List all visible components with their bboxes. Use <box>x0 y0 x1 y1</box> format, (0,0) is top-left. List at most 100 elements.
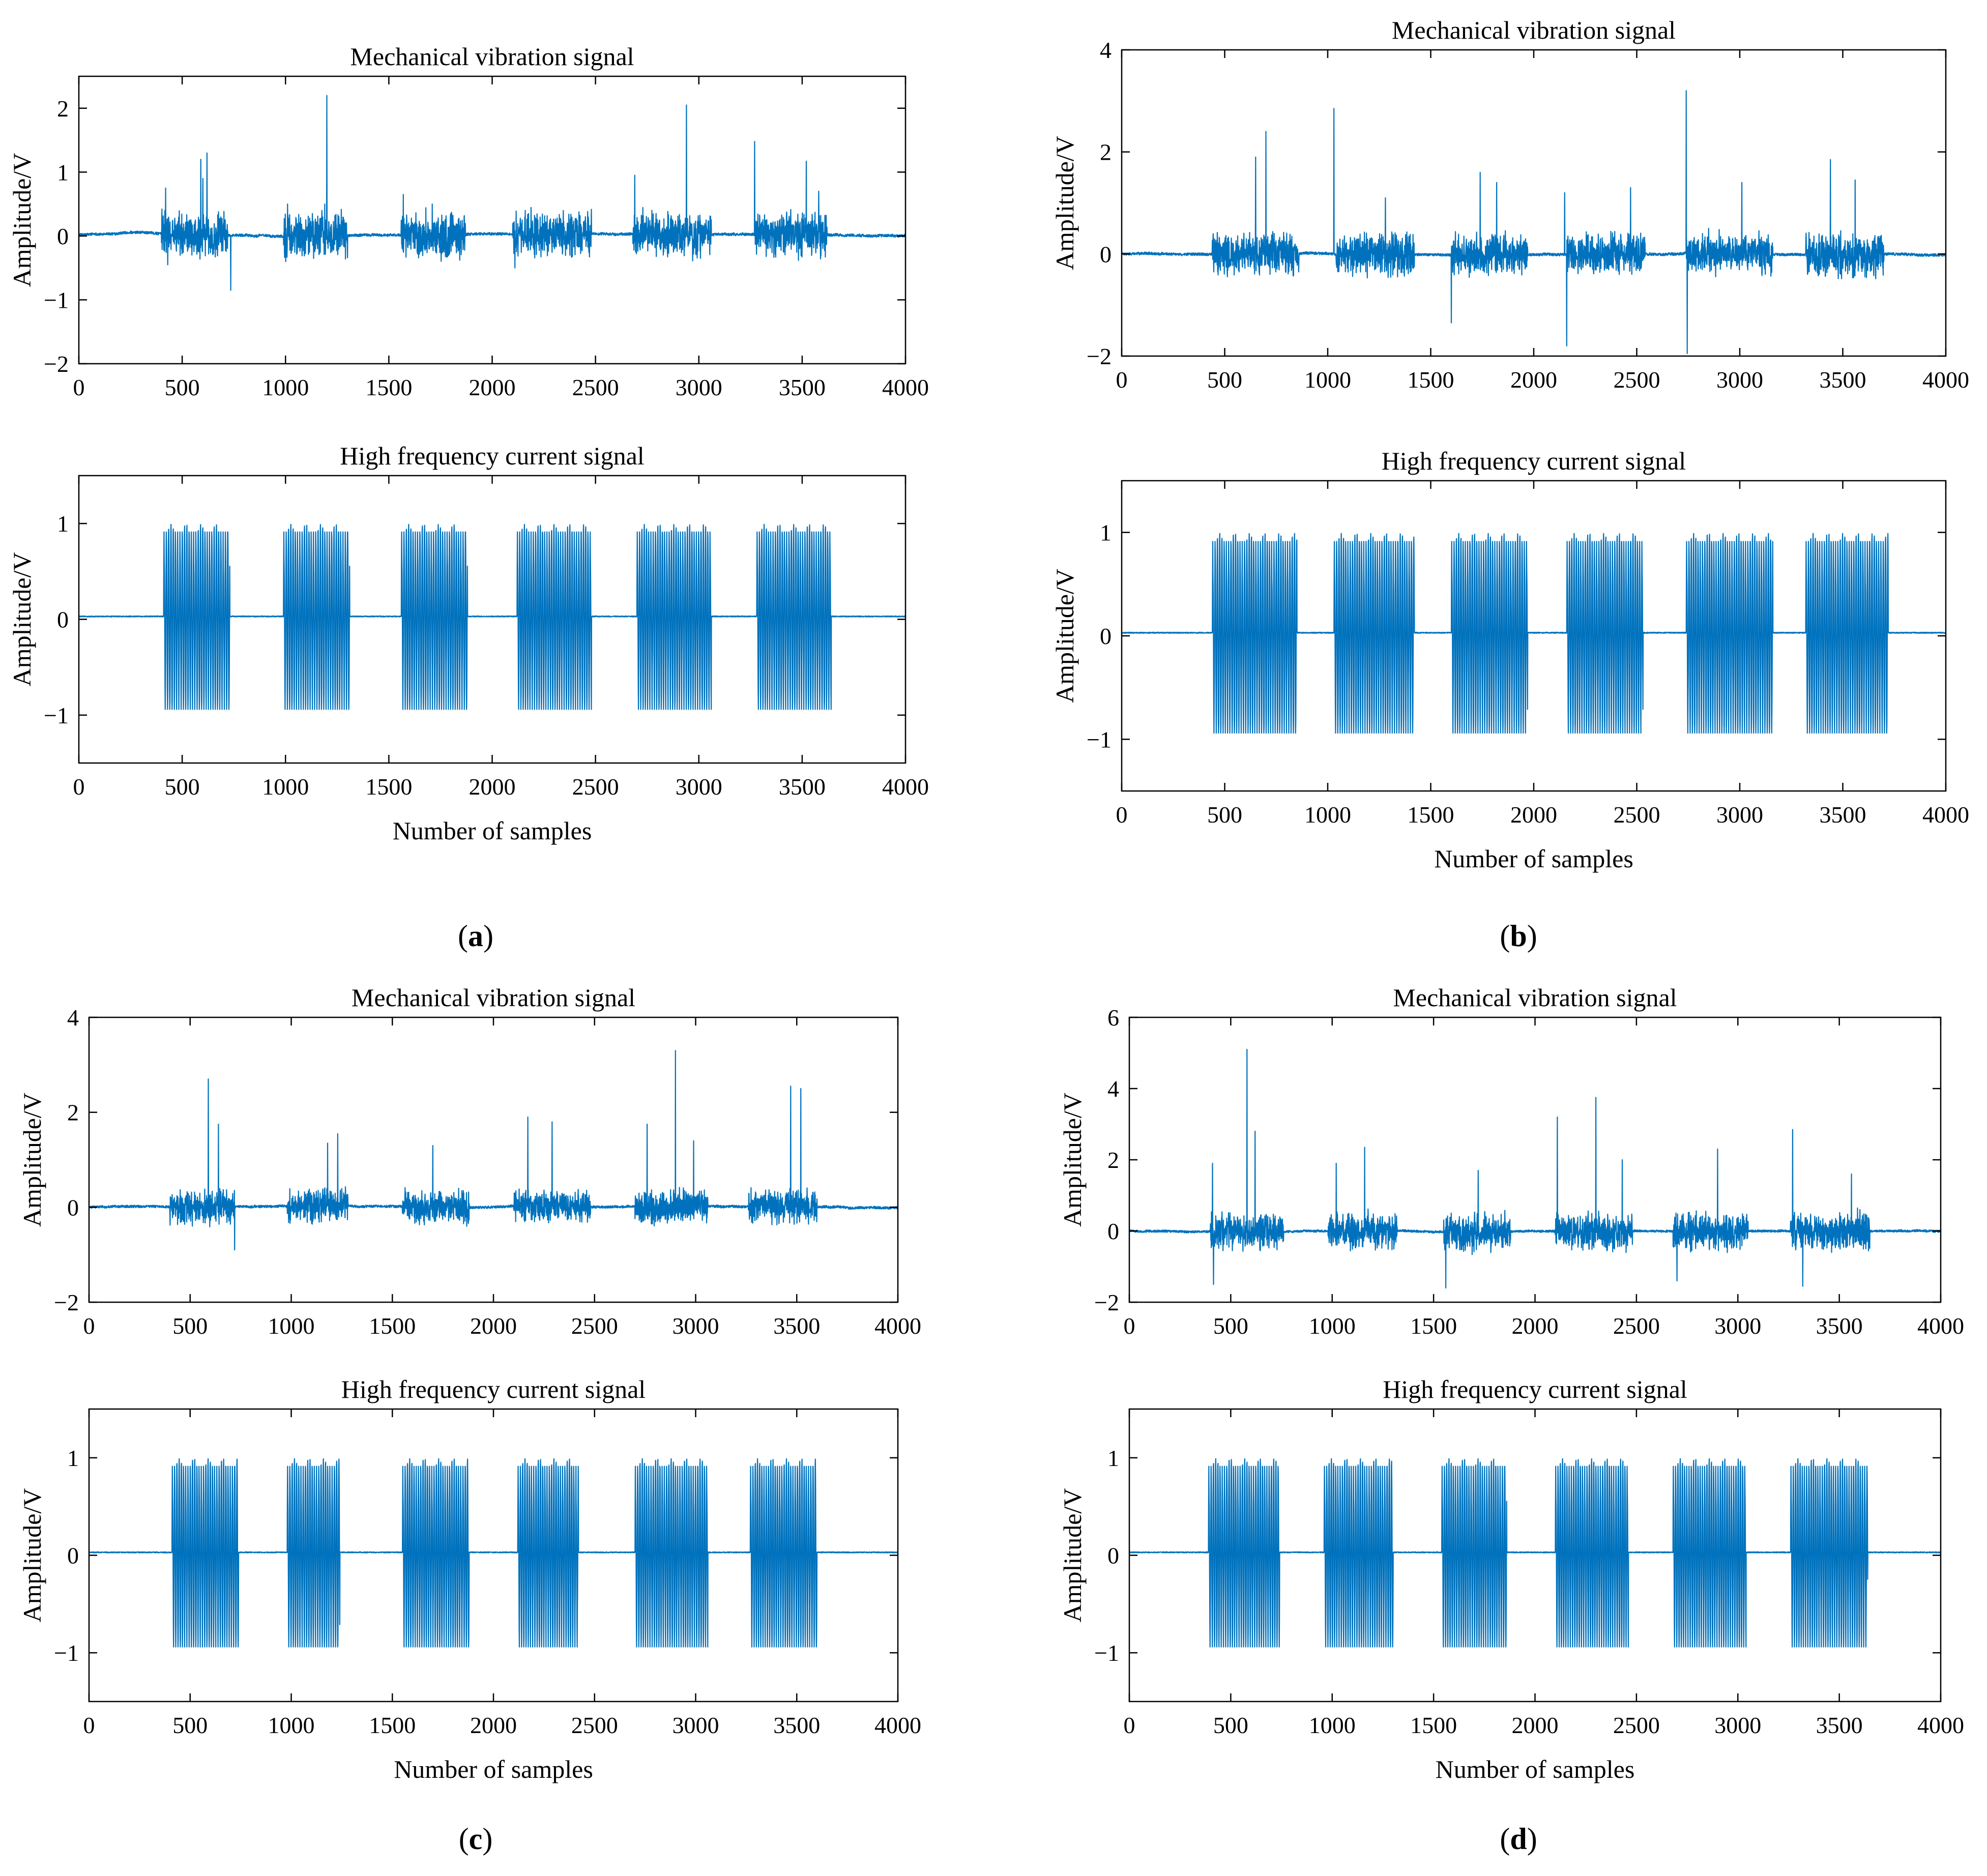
x-tick-label: 500 <box>172 1313 208 1339</box>
chart-a-vibration: 0 500 1000 1500 2000 2500 3000 3500 4000 −2 −1 0 1 2 M… <box>8 42 929 400</box>
chart-title: Mechanical vibration signal <box>1392 16 1676 44</box>
x-tick-label: 500 <box>1207 802 1242 828</box>
x-tick-label: 4000 <box>1922 367 1969 393</box>
x-tick-label: 2500 <box>572 374 619 400</box>
series-line <box>1128 1458 1941 1648</box>
x-tick-label: 1000 <box>262 774 309 800</box>
x-tick-label: 500 <box>172 1712 208 1738</box>
y-tick-label: 1 <box>1100 520 1112 546</box>
series-line <box>1121 90 1946 355</box>
x-tick-label: 3000 <box>676 374 722 400</box>
y-tick-label: 0 <box>1107 1543 1119 1569</box>
x-tick-label: 3000 <box>1716 802 1763 828</box>
x-tick-label: 3500 <box>1816 1712 1863 1738</box>
chart-b-current: 0 500 1000 1500 2000 2500 3000 3500 4000 −1 0 1 High… <box>1050 447 1969 873</box>
x-tick-label: 500 <box>1213 1712 1248 1738</box>
y-tick-label: −1 <box>44 702 69 728</box>
x-tick-label: 3500 <box>1820 367 1866 393</box>
y-tick-label: 1 <box>57 159 69 185</box>
x-tick-label: 3000 <box>673 1313 719 1339</box>
x-tick-label: 2000 <box>470 1313 517 1339</box>
series-line <box>78 523 906 710</box>
y-tick-label: 1 <box>57 511 69 537</box>
y-axis-label: Amplitude/V <box>1050 136 1079 270</box>
y-tick-label: 6 <box>1107 1005 1119 1031</box>
y-tick-label: −2 <box>1094 1289 1119 1315</box>
x-tick-label: 1500 <box>1408 802 1454 828</box>
x-tick-label: 1500 <box>1410 1712 1457 1738</box>
y-tick-label: 4 <box>1107 1076 1119 1102</box>
y-tick-label: −1 <box>44 287 69 313</box>
x-tick-label: 2500 <box>572 774 619 800</box>
x-tick-label: 3000 <box>673 1712 719 1738</box>
y-tick-label: 0 <box>1100 241 1112 267</box>
x-axis-label: Number of samples <box>393 816 592 845</box>
x-tick-label: 500 <box>1207 367 1242 393</box>
panel-label-d: (d) <box>1500 1822 1537 1856</box>
x-tick-label: 1000 <box>268 1712 315 1738</box>
x-tick-label: 0 <box>73 774 85 800</box>
x-tick-label: 2000 <box>470 1712 517 1738</box>
y-tick-label: 2 <box>57 96 69 122</box>
y-tick-label: −1 <box>1094 1640 1119 1666</box>
x-tick-label: 1000 <box>262 374 309 400</box>
x-tick-label: 2500 <box>1614 367 1660 393</box>
panel-label-b: (b) <box>1500 919 1537 953</box>
x-tick-label: 0 <box>1116 802 1128 828</box>
x-tick-label: 4000 <box>874 1712 921 1738</box>
panel-label-c: (c) <box>459 1822 493 1856</box>
x-tick-label: 2000 <box>1510 367 1557 393</box>
y-axis-label: Amplitude/V <box>18 1488 46 1623</box>
x-tick-label: 1500 <box>365 374 412 400</box>
x-axis-label: Number of samples <box>1436 1755 1635 1783</box>
x-tick-label: 1500 <box>1408 367 1454 393</box>
x-tick-label: 1500 <box>369 1712 416 1738</box>
x-tick-label: 4000 <box>874 1313 921 1339</box>
x-tick-label: 3500 <box>1816 1313 1863 1339</box>
y-tick-label: 0 <box>1100 623 1112 649</box>
y-tick-label: 1 <box>1107 1445 1119 1471</box>
x-tick-label: 0 <box>83 1712 95 1738</box>
x-tick-label: 2000 <box>1510 802 1557 828</box>
y-axis-label: Amplitude/V <box>1058 1093 1087 1227</box>
chart-title: Mechanical vibration signal <box>350 42 634 71</box>
y-tick-label: 4 <box>67 1005 79 1031</box>
chart-title: High frequency current signal <box>341 1375 646 1403</box>
x-tick-label: 1500 <box>365 774 412 800</box>
x-tick-label: 1000 <box>1309 1313 1356 1339</box>
y-tick-label: −1 <box>1087 726 1112 752</box>
x-tick-label: 3000 <box>1716 367 1763 393</box>
x-tick-label: 2500 <box>571 1313 618 1339</box>
y-tick-label: −1 <box>54 1640 79 1666</box>
x-tick-label: 1000 <box>1304 802 1351 828</box>
x-tick-label: 0 <box>83 1313 95 1339</box>
series-line <box>89 1050 899 1251</box>
x-tick-label: 0 <box>1124 1712 1135 1738</box>
x-tick-label: 500 <box>165 774 200 800</box>
x-tick-label: 1500 <box>369 1313 416 1339</box>
x-tick-label: 3500 <box>773 1313 820 1339</box>
x-tick-label: 4000 <box>1917 1712 1964 1738</box>
x-tick-label: 4000 <box>1917 1313 1964 1339</box>
y-tick-label: 2 <box>67 1100 79 1126</box>
y-tick-label: 4 <box>1100 37 1112 63</box>
x-tick-label: 4000 <box>1922 802 1969 828</box>
x-tick-label: 1000 <box>268 1313 315 1339</box>
x-tick-label: 0 <box>73 374 85 400</box>
chart-title: High frequency current signal <box>1382 447 1686 475</box>
series-line <box>89 1458 899 1648</box>
y-axis-label: Amplitude/V <box>8 552 36 687</box>
y-axis-label: Amplitude/V <box>18 1093 46 1227</box>
y-axis-label: Amplitude/V <box>8 153 36 287</box>
x-axis-label: Number of samples <box>1434 844 1633 873</box>
chart-c-vibration: 0 500 1000 1500 2000 2500 3000 3500 4000−2024Mec… <box>18 983 921 1339</box>
x-tick-label: 1000 <box>1304 367 1351 393</box>
y-tick-label: −2 <box>44 351 69 377</box>
x-tick-label: 4000 <box>882 374 929 400</box>
chart-title: High frequency current signal <box>1383 1375 1687 1403</box>
x-tick-label: 2000 <box>469 374 516 400</box>
y-tick-label: −2 <box>1087 343 1112 369</box>
axes-frame <box>1121 49 1947 357</box>
y-axis-label: Amplitude/V <box>1050 569 1079 703</box>
axes-frame <box>1128 1016 1942 1303</box>
